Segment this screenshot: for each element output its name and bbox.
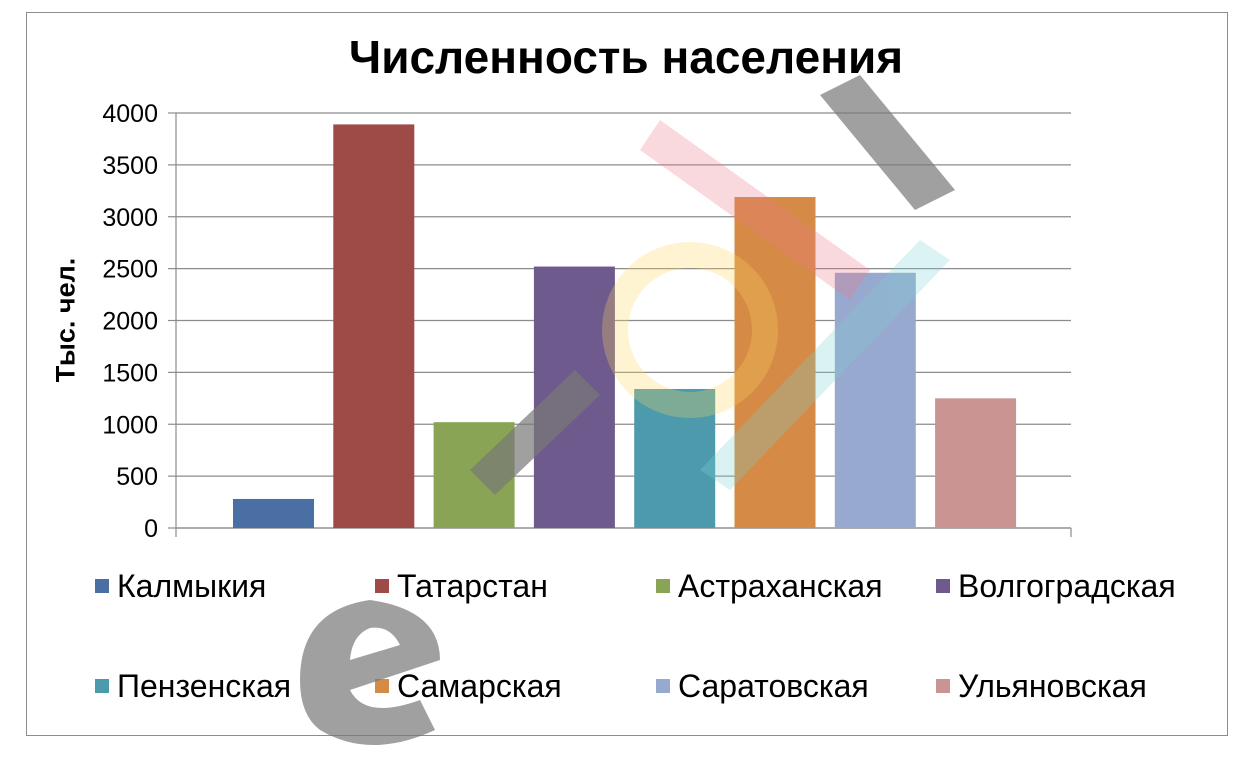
chart-frame	[26, 12, 1228, 736]
legend-swatch	[95, 579, 109, 593]
legend-item: Самарская	[375, 666, 562, 706]
legend-swatch	[95, 679, 109, 693]
y-tick-label: 2500	[102, 256, 158, 284]
bar-1	[233, 498, 314, 528]
legend-item: Ульяновская	[936, 666, 1147, 706]
bar-4	[533, 266, 615, 528]
bar-2	[333, 124, 415, 528]
legend-label: Волгоградская	[958, 567, 1176, 604]
bar-8	[935, 398, 1017, 528]
y-tick-label: 0	[144, 515, 158, 543]
legend-swatch	[375, 679, 389, 693]
legend-item: Пензенская	[95, 666, 291, 706]
bar-6	[734, 197, 816, 528]
legend-label: Ульяновская	[958, 667, 1147, 704]
y-tick-label: 2000	[102, 308, 158, 336]
chart-title: Численность населения	[348, 31, 904, 83]
y-tick-label: 500	[116, 463, 158, 491]
legend-label: Калмыкия	[117, 567, 267, 604]
legend-label: Самарская	[397, 667, 562, 704]
y-tick-label: 4000	[102, 100, 158, 128]
legend-item: Татарстан	[375, 566, 548, 606]
legend-swatch	[936, 679, 950, 693]
legend-item: Саратовская	[656, 666, 869, 706]
legend-item: Калмыкия	[95, 566, 266, 606]
legend-label: Татарстан	[397, 567, 548, 604]
legend-label: Пензенская	[117, 667, 292, 704]
y-tick-label: 1000	[102, 411, 158, 439]
bar-7	[834, 272, 916, 528]
legend-label: Саратовская	[678, 667, 869, 704]
y-tick-label: 3000	[102, 204, 158, 232]
y-tick-label: 1500	[102, 359, 158, 387]
bar-5	[634, 388, 716, 528]
bar-3	[433, 422, 515, 528]
legend-swatch	[656, 579, 670, 593]
legend-swatch	[656, 679, 670, 693]
legend-item: Волгоградская	[936, 566, 1176, 606]
legend-swatch	[375, 579, 389, 593]
legend-label: Астраханская	[678, 567, 883, 604]
y-tick-label: 3500	[102, 152, 158, 180]
legend-item: Астраханская	[656, 566, 883, 606]
legend-swatch	[936, 579, 950, 593]
